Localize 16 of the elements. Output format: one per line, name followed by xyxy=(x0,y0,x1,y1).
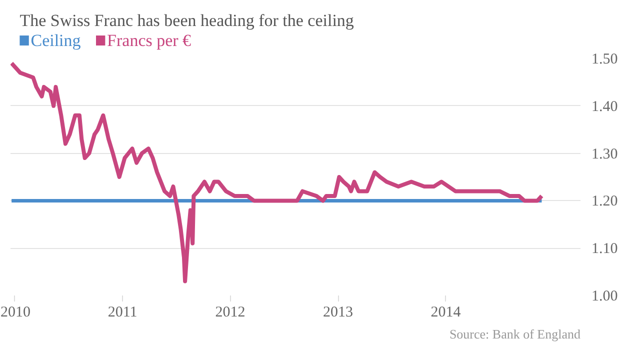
x-tick-label: 2014 xyxy=(430,304,462,320)
y-tick-label: 1.00 xyxy=(592,288,618,304)
y-tick-label: 1.20 xyxy=(592,194,618,210)
x-tick-label: 2013 xyxy=(323,304,354,320)
legend-label: Francs per € xyxy=(107,31,192,50)
y-tick-label: 1.10 xyxy=(592,241,618,258)
chart-title: The Swiss Franc has been heading for the ceiling xyxy=(20,11,354,30)
y-tick-label: 1.40 xyxy=(592,98,618,115)
x-tick-label: 2011 xyxy=(108,304,138,320)
source-note: Source: Bank of England xyxy=(449,326,581,342)
y-tick-label: 1.50 xyxy=(592,52,618,68)
line-series xyxy=(10,61,544,284)
x-tick-label: 2010 xyxy=(0,304,30,320)
y-tick-label: 1.30 xyxy=(592,146,618,162)
legend-label: Ceiling xyxy=(30,31,82,50)
x-tick-label: 2012 xyxy=(215,304,246,320)
